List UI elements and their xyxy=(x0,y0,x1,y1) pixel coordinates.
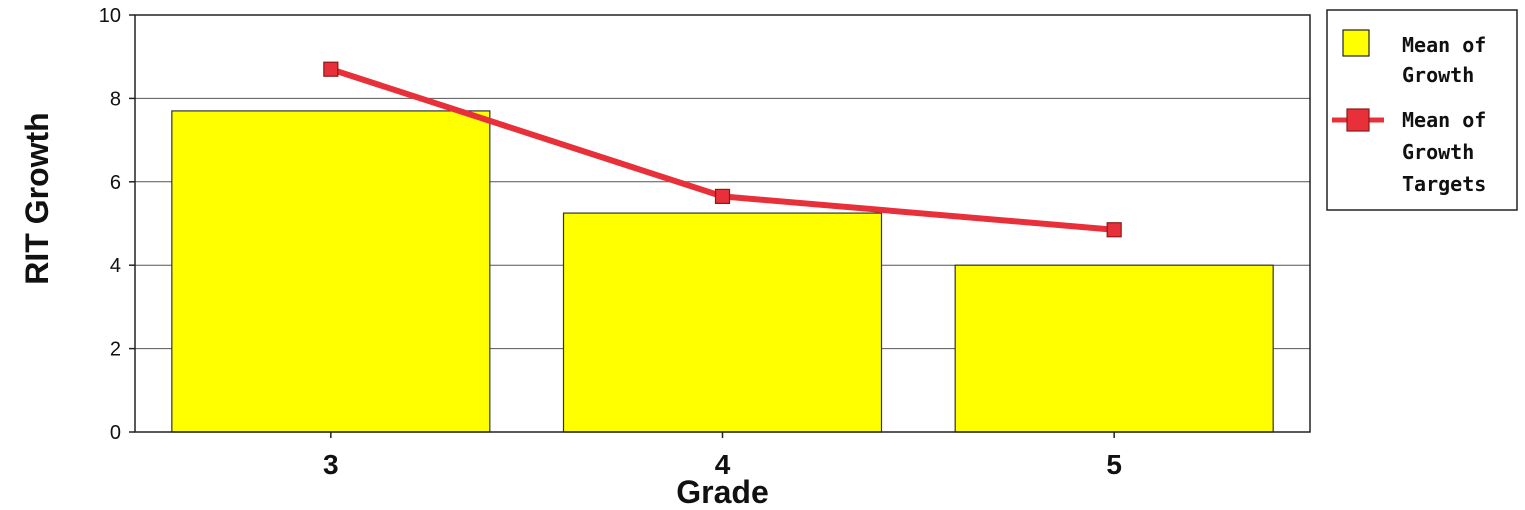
legend-bar-label-line-2: Growth xyxy=(1402,63,1474,87)
x-tick-label: 3 xyxy=(323,449,339,480)
line-series xyxy=(323,61,1122,238)
legend-bar-swatch xyxy=(1342,29,1370,57)
bars xyxy=(171,110,1274,433)
legend: Mean of Growth Mean of Growth Targets xyxy=(1326,9,1518,211)
line-marker xyxy=(323,61,339,77)
line-marker xyxy=(714,188,731,204)
line-marker xyxy=(1106,222,1122,238)
legend-bar-label-line-1: Mean of xyxy=(1402,33,1486,57)
y-tick-label: 6 xyxy=(110,172,121,194)
y-tick-label: 4 xyxy=(110,255,121,277)
y-tick-label: 8 xyxy=(110,88,121,110)
x-tick-label: 5 xyxy=(1106,449,1122,480)
legend-line-label-line-2: Growth xyxy=(1402,140,1474,164)
y-tick-label: 2 xyxy=(110,339,121,361)
legend-line-marker xyxy=(1346,108,1370,132)
bar xyxy=(562,212,883,433)
legend-line-label-line-1: Mean of xyxy=(1402,108,1486,132)
y-axis-title: RIT Growth xyxy=(19,112,55,284)
bar xyxy=(171,110,491,433)
y-tick-label: 10 xyxy=(99,5,121,27)
x-tick-label: 4 xyxy=(715,449,731,480)
legend-line-label-line-3: Targets xyxy=(1402,172,1486,196)
y-tick-label: 0 xyxy=(110,422,121,444)
bar xyxy=(954,264,1274,433)
x-axis-ticks: 3 4 5 xyxy=(323,432,1122,480)
x-axis-title: Grade xyxy=(676,474,768,510)
y-axis-ticks: 0 2 4 6 8 10 xyxy=(99,5,135,444)
